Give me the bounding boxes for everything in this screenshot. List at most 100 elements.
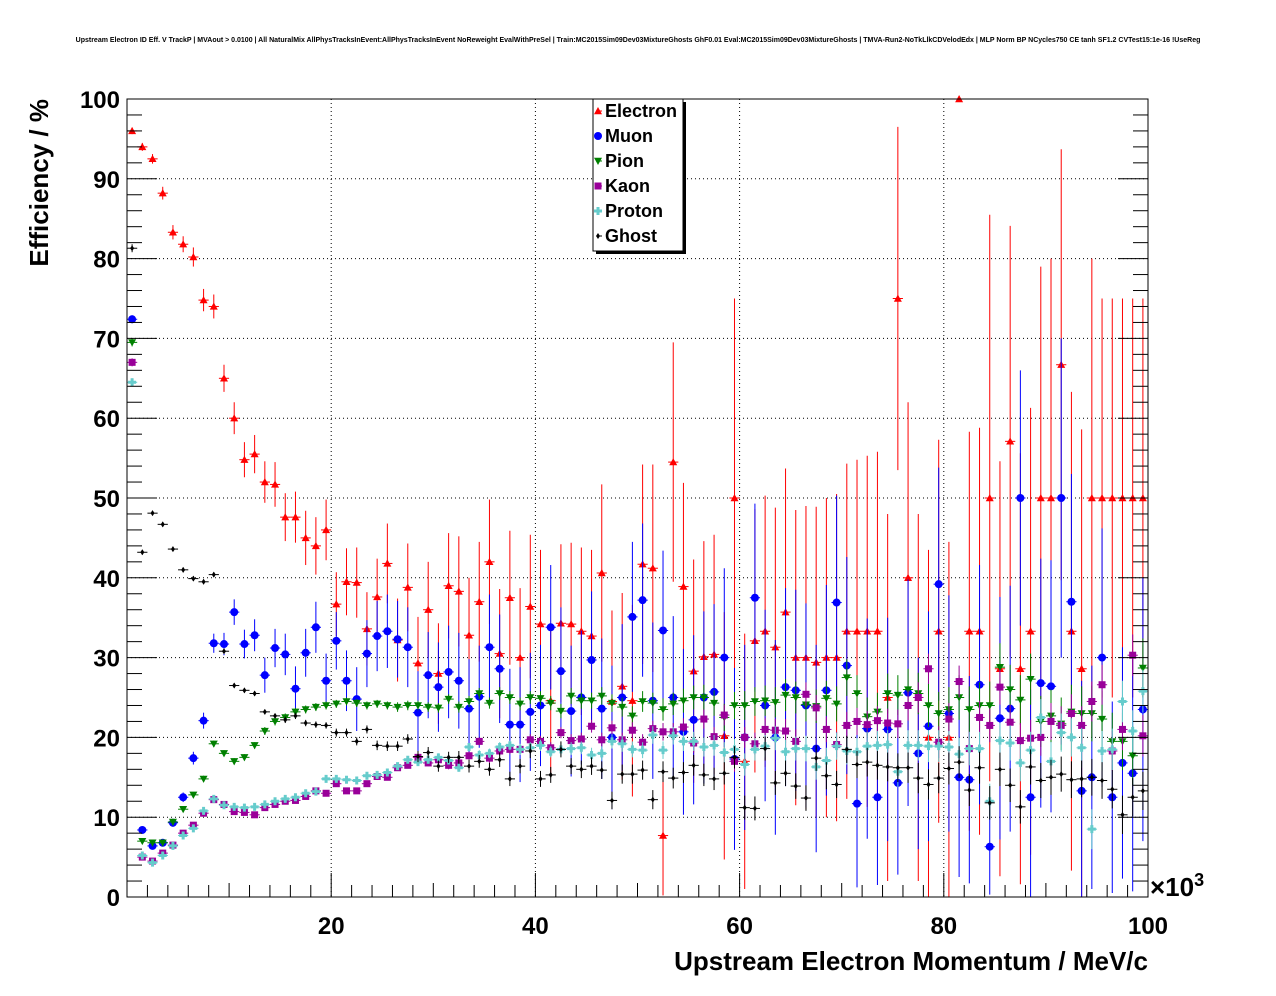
data-point bbox=[934, 710, 943, 718]
series-proton bbox=[127, 378, 1148, 867]
data-point bbox=[281, 650, 290, 659]
data-point bbox=[1047, 682, 1056, 691]
data-point bbox=[1006, 738, 1015, 747]
data-point bbox=[628, 612, 637, 621]
data-point bbox=[322, 774, 331, 783]
data-point bbox=[250, 742, 259, 750]
data-point bbox=[712, 775, 717, 782]
data-point bbox=[536, 620, 545, 628]
y-tick-label: 20 bbox=[93, 725, 120, 752]
data-point bbox=[158, 839, 167, 847]
data-point bbox=[168, 228, 177, 236]
data-point bbox=[924, 665, 932, 673]
data-point bbox=[230, 802, 239, 811]
data-point bbox=[599, 767, 604, 774]
data-point bbox=[630, 771, 635, 778]
data-point bbox=[393, 635, 402, 644]
x-axis-multiplier: ×103 bbox=[1150, 870, 1204, 902]
data-point bbox=[1138, 664, 1147, 672]
data-point bbox=[291, 513, 300, 521]
data-point bbox=[260, 800, 269, 809]
data-point bbox=[301, 789, 310, 798]
data-point bbox=[516, 720, 525, 729]
data-point bbox=[352, 578, 361, 586]
data-point bbox=[681, 769, 686, 776]
data-point bbox=[343, 787, 351, 795]
x-tick-label: 20 bbox=[318, 913, 345, 940]
data-point bbox=[742, 804, 747, 811]
data-point bbox=[230, 414, 239, 422]
data-point bbox=[801, 744, 810, 753]
data-point bbox=[824, 772, 829, 779]
data-point bbox=[251, 811, 259, 819]
data-point bbox=[803, 795, 808, 802]
data-point bbox=[240, 754, 249, 762]
data-point bbox=[761, 697, 770, 705]
data-point bbox=[332, 636, 341, 645]
data-point bbox=[865, 759, 870, 766]
data-point bbox=[311, 623, 320, 632]
data-point bbox=[1059, 771, 1064, 778]
data-point bbox=[875, 762, 880, 769]
data-point bbox=[219, 640, 228, 649]
data-point bbox=[730, 702, 739, 710]
data-point bbox=[1047, 717, 1055, 725]
data-point bbox=[546, 747, 555, 756]
data-point bbox=[209, 302, 218, 310]
data-point bbox=[750, 745, 759, 754]
y-axis-label: Efficiency / % bbox=[24, 99, 54, 267]
data-point bbox=[1038, 777, 1043, 784]
data-point bbox=[211, 571, 216, 578]
data-point bbox=[1057, 728, 1066, 737]
data-point bbox=[814, 755, 819, 762]
data-point bbox=[538, 775, 543, 782]
data-point bbox=[128, 378, 137, 387]
data-point bbox=[395, 743, 400, 750]
data-point bbox=[179, 793, 188, 802]
data-point bbox=[567, 620, 576, 628]
data-point bbox=[1110, 786, 1115, 793]
data-point bbox=[1026, 675, 1035, 684]
data-point bbox=[853, 690, 862, 698]
data-point bbox=[373, 770, 382, 779]
data-point bbox=[1028, 763, 1033, 770]
data-point bbox=[424, 671, 433, 680]
data-point bbox=[638, 596, 647, 605]
data-point bbox=[567, 744, 576, 753]
data-point bbox=[281, 794, 290, 803]
data-point bbox=[1047, 494, 1056, 502]
data-point bbox=[516, 700, 525, 708]
data-point bbox=[944, 742, 953, 751]
data-point bbox=[526, 736, 534, 744]
data-point bbox=[607, 737, 616, 746]
data-point bbox=[1118, 697, 1127, 706]
data-point bbox=[189, 253, 198, 261]
data-point bbox=[467, 763, 472, 770]
data-point bbox=[791, 694, 800, 702]
data-point bbox=[475, 737, 483, 745]
data-point bbox=[1036, 713, 1045, 722]
data-point bbox=[516, 745, 525, 754]
y-tick-label: 40 bbox=[93, 566, 120, 593]
data-point bbox=[873, 741, 882, 750]
data-point bbox=[598, 736, 606, 744]
data-point bbox=[505, 720, 514, 729]
data-point bbox=[454, 676, 463, 685]
legend-entry-kaon: Kaon bbox=[605, 176, 650, 196]
data-point bbox=[720, 653, 729, 662]
data-point bbox=[528, 747, 533, 754]
y-tick-label: 80 bbox=[93, 247, 120, 274]
data-point bbox=[618, 739, 627, 748]
data-point bbox=[995, 736, 1004, 745]
data-point bbox=[516, 653, 525, 661]
data-point bbox=[1098, 746, 1107, 755]
data-point bbox=[1036, 679, 1045, 688]
data-point bbox=[588, 722, 596, 730]
legend-entry-proton: Proton bbox=[605, 201, 663, 221]
data-point bbox=[812, 704, 820, 712]
data-point bbox=[230, 758, 239, 766]
data-point bbox=[720, 711, 728, 719]
data-point bbox=[1140, 787, 1145, 794]
data-point bbox=[375, 742, 380, 749]
data-point bbox=[914, 694, 922, 701]
